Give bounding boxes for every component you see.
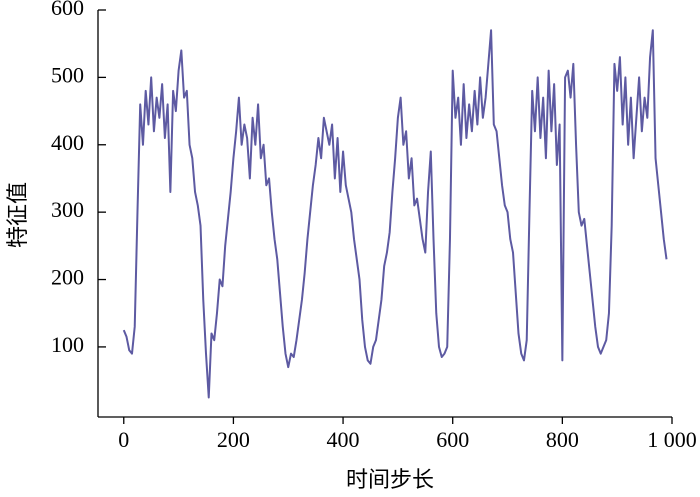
x-tick-label: 0 — [118, 427, 129, 452]
y-tick-label: 100 — [51, 332, 84, 357]
y-tick-label: 600 — [51, 0, 84, 20]
y-tick-label: 200 — [51, 265, 84, 290]
x-tick-label: 400 — [327, 427, 360, 452]
y-tick-label: 300 — [51, 197, 84, 222]
x-tick-label: 600 — [436, 427, 469, 452]
y-axis-label: 特征值 — [5, 182, 30, 248]
data-line — [122, 29, 668, 399]
x-axis-label: 时间步长 — [346, 467, 434, 492]
y-tick-label: 500 — [51, 62, 84, 87]
x-tick-label: 800 — [546, 427, 579, 452]
x-tick-label: 200 — [217, 427, 250, 452]
x-tick-label: 1 000 — [647, 427, 697, 452]
y-tick-label: 400 — [51, 130, 84, 155]
